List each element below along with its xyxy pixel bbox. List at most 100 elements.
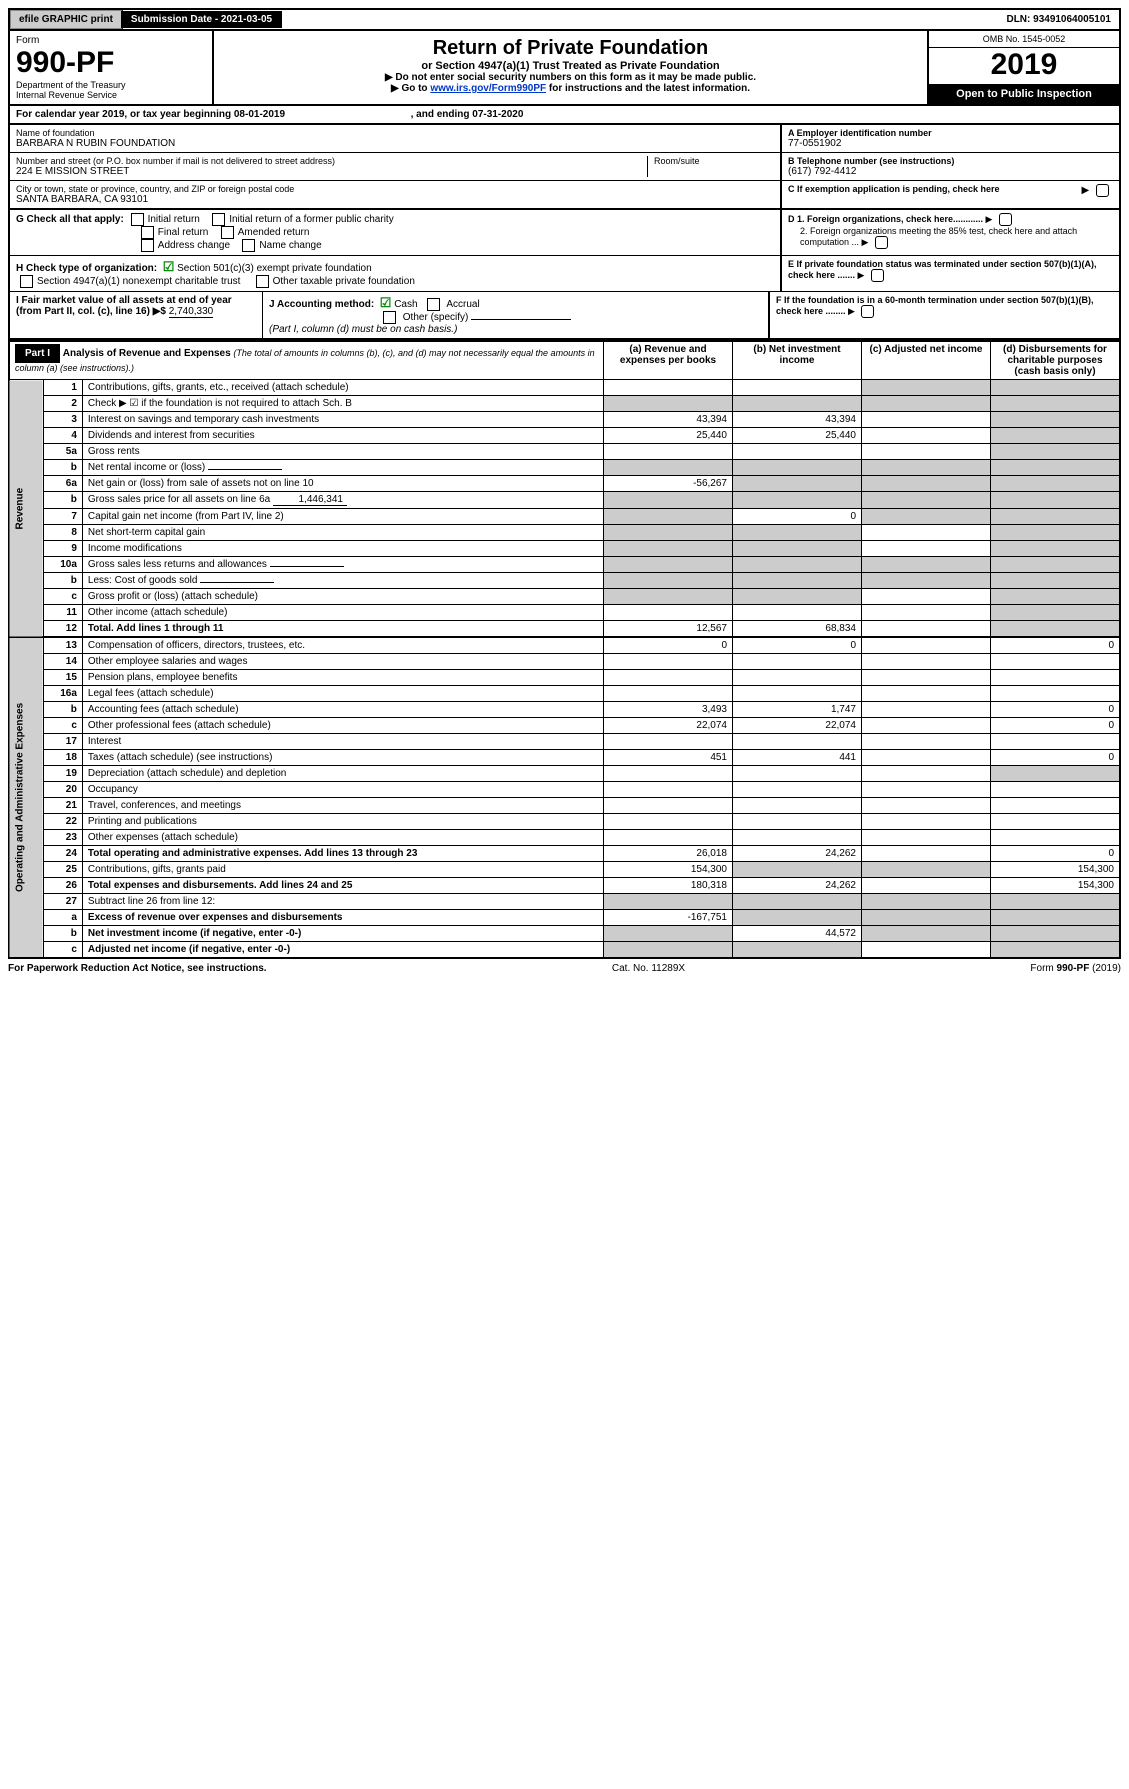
cal-end: , and ending 07-31-2020	[411, 109, 524, 120]
row-num: 12	[43, 621, 82, 638]
d2-cb[interactable]	[875, 236, 888, 249]
form-header: Form 990-PF Department of the Treasury I…	[8, 31, 1121, 106]
e-cb[interactable]	[871, 269, 884, 282]
table-row: bLess: Cost of goods sold	[9, 573, 1120, 589]
table-row: 23Other expenses (attach schedule)	[9, 830, 1120, 846]
h-4947: Section 4947(a)(1) nonexempt charitable …	[37, 276, 240, 287]
row-label: Total. Add lines 1 through 11	[82, 621, 603, 638]
ij-f-row: I Fair market value of all assets at end…	[8, 292, 1121, 340]
j-accrual-cb[interactable]	[427, 298, 440, 311]
h-501c3-cb[interactable]: ☑	[163, 259, 175, 274]
row-num: b	[43, 492, 82, 509]
row-num: 1	[43, 380, 82, 396]
foundation-name: BARBARA N RUBIN FOUNDATION	[16, 138, 774, 149]
g-amended-cb[interactable]	[221, 226, 234, 239]
table-row: 12Total. Add lines 1 through 1112,56768,…	[9, 621, 1120, 638]
f-label: F If the foundation is in a 60-month ter…	[776, 295, 1094, 316]
row-num: 15	[43, 670, 82, 686]
id-row-3: City or town, state or province, country…	[8, 181, 1121, 210]
row-label: Legal fees (attach schedule)	[82, 686, 603, 702]
table-row: cAdjusted net income (if negative, enter…	[9, 942, 1120, 959]
table-row: bNet rental income or (loss)	[9, 460, 1120, 476]
table-row: 14Other employee salaries and wages	[9, 654, 1120, 670]
table-row: 19Depreciation (attach schedule) and dep…	[9, 766, 1120, 782]
efile-btn[interactable]: efile GRAPHIC print	[10, 10, 123, 29]
g-initial: Initial return	[148, 214, 200, 225]
irs-link[interactable]: www.irs.gov/Form990PF	[430, 83, 546, 94]
row-label: Other expenses (attach schedule)	[82, 830, 603, 846]
g-amended: Amended return	[238, 227, 310, 238]
row-label: Check ▶ ☑ if the foundation is not requi…	[82, 396, 603, 412]
row-label: Adjusted net income (if negative, enter …	[82, 942, 603, 959]
row-label: Travel, conferences, and meetings	[82, 798, 603, 814]
row-label: Interest	[82, 734, 603, 750]
g-initial-former-cb[interactable]	[212, 213, 225, 226]
table-row: Revenue1Contributions, gifts, grants, et…	[9, 380, 1120, 396]
j-accrual: Accrual	[446, 299, 479, 310]
f-cb[interactable]	[861, 305, 874, 318]
g-initial-cb[interactable]	[131, 213, 144, 226]
part1-table: Part I Analysis of Revenue and Expenses …	[8, 340, 1121, 959]
table-row: 3Interest on savings and temporary cash …	[9, 412, 1120, 428]
room-label: Room/suite	[654, 156, 774, 166]
cal-begin: For calendar year 2019, or tax year begi…	[16, 109, 285, 120]
j-cash-cb[interactable]: ☑	[380, 295, 392, 310]
revenue-side-label: Revenue	[9, 380, 43, 638]
row-num: 25	[43, 862, 82, 878]
row-num: 19	[43, 766, 82, 782]
table-row: bNet investment income (if negative, ent…	[9, 926, 1120, 942]
row-num: b	[43, 460, 82, 476]
table-row: 21Travel, conferences, and meetings	[9, 798, 1120, 814]
row-num: 23	[43, 830, 82, 846]
table-row: cOther professional fees (attach schedul…	[9, 718, 1120, 734]
row-num: 4	[43, 428, 82, 444]
j-other-cb[interactable]	[383, 311, 396, 324]
table-row: bAccounting fees (attach schedule)3,4931…	[9, 702, 1120, 718]
g-addr: Address change	[158, 240, 230, 251]
c-checkbox[interactable]	[1096, 184, 1109, 197]
row-label: Total expenses and disbursements. Add li…	[82, 878, 603, 894]
g-addr-cb[interactable]	[141, 239, 154, 252]
ein-label: A Employer identification number	[788, 128, 1113, 138]
col-d-hdr: (d) Disbursements for charitable purpose…	[991, 341, 1121, 380]
table-row: 5aGross rents	[9, 444, 1120, 460]
part1-badge: Part I	[15, 344, 60, 363]
j-cash: Cash	[394, 299, 417, 310]
h-other-cb[interactable]	[256, 275, 269, 288]
table-row: 26Total expenses and disbursements. Add …	[9, 878, 1120, 894]
g-name-cb[interactable]	[242, 239, 255, 252]
e-label: E If private foundation status was termi…	[788, 259, 1097, 280]
phone-value: (617) 792-4412	[788, 166, 1113, 177]
name-label: Name of foundation	[16, 128, 774, 138]
row-num: 20	[43, 782, 82, 798]
open-public: Open to Public Inspection	[929, 84, 1119, 104]
row-num: 21	[43, 798, 82, 814]
top-bar: efile GRAPHIC print Submission Date - 20…	[8, 8, 1121, 31]
table-row: 7Capital gain net income (from Part IV, …	[9, 509, 1120, 525]
row-num: b	[43, 926, 82, 942]
g-final-cb[interactable]	[141, 226, 154, 239]
row-label: Gross sales price for all assets on line…	[82, 492, 603, 509]
page-footer: For Paperwork Reduction Act Notice, see …	[8, 959, 1121, 974]
i-value: 2,740,330	[169, 306, 214, 318]
table-row: 2Check ▶ ☑ if the foundation is not requ…	[9, 396, 1120, 412]
ein-value: 77-0551902	[788, 138, 1113, 149]
row-label: Other employee salaries and wages	[82, 654, 603, 670]
table-row: 16aLegal fees (attach schedule)	[9, 686, 1120, 702]
row-num: 7	[43, 509, 82, 525]
dln: DLN: 93491064005101	[998, 11, 1119, 28]
h-4947-cb[interactable]	[20, 275, 33, 288]
h-other: Other taxable private foundation	[273, 276, 415, 287]
row-label: Net rental income or (loss)	[82, 460, 603, 476]
d1-cb[interactable]	[999, 213, 1012, 226]
row-num: 10a	[43, 557, 82, 573]
row-num: 3	[43, 412, 82, 428]
row-label: Pension plans, employee benefits	[82, 670, 603, 686]
table-row: 22Printing and publications	[9, 814, 1120, 830]
g-d-row: G Check all that apply: Initial return I…	[8, 210, 1121, 256]
row-num: 22	[43, 814, 82, 830]
row-label: Contributions, gifts, grants, etc., rece…	[82, 380, 603, 396]
tax-year: 2019	[929, 48, 1119, 82]
row-label: Accounting fees (attach schedule)	[82, 702, 603, 718]
omb: OMB No. 1545-0052	[929, 31, 1119, 48]
